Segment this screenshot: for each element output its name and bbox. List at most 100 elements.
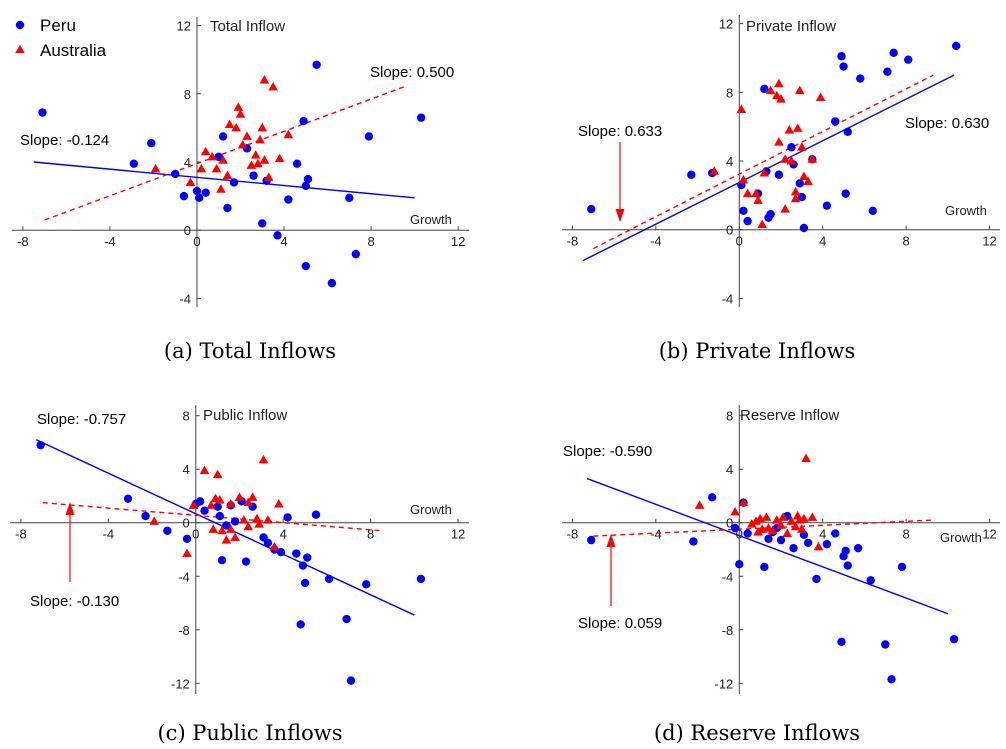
data-point-peru <box>284 195 293 204</box>
data-point-peru <box>795 179 804 188</box>
caption: (a) Total Inflows <box>164 339 336 363</box>
data-point-peru <box>707 493 717 502</box>
data-point-australia <box>182 548 192 558</box>
x-tick-label: 0 <box>736 234 743 249</box>
data-point-peru <box>831 117 840 126</box>
data-point-australia <box>235 109 246 118</box>
x-tick-label: 12 <box>982 234 996 249</box>
data-point-australia <box>217 525 227 535</box>
data-point-australia <box>233 102 244 111</box>
data-point-australia <box>776 520 786 529</box>
data-point-peru <box>213 502 222 511</box>
data-point-peru <box>301 181 310 191</box>
panel-total-inflows: -8 -4 0 4 8 12 -4 0 4 8 12 Total Inflow Growth Slo… <box>12 16 469 363</box>
data-point-australia <box>268 81 278 91</box>
x-tick-label: -8 <box>15 527 27 542</box>
data-point-australia <box>772 515 782 524</box>
data-point-australia <box>747 519 757 528</box>
panel-title: Total Inflow <box>210 18 285 35</box>
data-point-peru <box>776 535 786 545</box>
annotation-arrowhead <box>615 209 625 222</box>
data-point-australia <box>780 154 790 163</box>
x-tick-label: -8 <box>567 527 579 542</box>
panel-title: Reserve Inflow <box>740 407 839 424</box>
annotation-arrowhead <box>606 534 616 547</box>
data-point-australia <box>803 176 813 186</box>
y-tick-label: 4 <box>183 462 190 477</box>
x-tick-label: -4 <box>104 234 116 249</box>
data-point-peru <box>843 127 852 136</box>
data-point-peru <box>868 206 877 216</box>
data-point-peru <box>298 561 308 570</box>
data-point-australia <box>774 78 784 88</box>
data-point-peru <box>171 169 180 179</box>
data-point-australia <box>801 453 811 463</box>
data-point-australia <box>234 492 245 501</box>
data-point-australia <box>807 512 818 521</box>
data-point-australia <box>790 521 801 531</box>
data-point-peru <box>345 193 354 203</box>
data-point-peru <box>883 67 892 76</box>
data-point-peru <box>201 188 210 197</box>
fit-line-australia <box>593 519 934 537</box>
data-point-australia <box>224 119 235 128</box>
data-point-australia <box>780 204 790 213</box>
data-point-peru <box>831 529 840 538</box>
data-point-peru <box>299 116 308 126</box>
x-tick-label: 8 <box>903 527 910 542</box>
data-point-australia <box>813 541 824 551</box>
data-point-australia <box>753 195 763 205</box>
data-point-peru <box>217 556 227 565</box>
x-tick-label: -4 <box>650 234 662 249</box>
data-point-peru <box>812 574 821 584</box>
data-point-australia <box>274 153 285 163</box>
data-point-peru <box>192 186 202 196</box>
slope-label-australia: Slope: -0.130 <box>30 593 119 610</box>
data-point-peru <box>214 152 223 162</box>
x-tick-label: 12 <box>451 527 465 542</box>
data-point-australia <box>250 150 261 159</box>
data-point-australia <box>207 151 218 161</box>
fit-line-australia <box>44 86 404 221</box>
data-point-peru <box>789 543 798 553</box>
fit-line-peru <box>33 161 415 199</box>
y-tick-label: -4 <box>722 569 734 584</box>
y-tick-label: 4 <box>726 462 733 477</box>
data-point-peru <box>129 159 139 168</box>
data-point-australia <box>218 155 228 164</box>
y-tick-label: 12 <box>719 17 733 32</box>
slope-label-peru: Slope: 0.630 <box>905 115 989 132</box>
data-point-australia <box>794 85 805 95</box>
data-point-peru <box>258 219 267 228</box>
data-point-peru <box>194 193 204 203</box>
data-point-peru <box>837 637 846 647</box>
data-point-peru <box>839 62 848 71</box>
data-point-peru <box>147 139 156 148</box>
y-tick-label: -12 <box>171 676 190 691</box>
data-point-australia <box>753 527 763 536</box>
data-point-peru <box>273 231 282 240</box>
y-tick-label: -8 <box>178 623 190 638</box>
caption: (c) Public Inflows <box>157 721 342 745</box>
data-point-australia <box>815 92 826 101</box>
legend-marker-peru <box>15 20 25 30</box>
data-point-peru <box>312 60 321 69</box>
y-tick-label: -4 <box>178 569 190 584</box>
data-point-peru <box>739 206 748 216</box>
data-point-australia <box>742 188 753 198</box>
slope-label-peru: Slope: -0.124 <box>20 132 109 149</box>
y-tick-label: -4 <box>179 291 191 306</box>
data-point-peru <box>730 523 740 533</box>
y-tick-label: 4 <box>726 154 733 169</box>
y-tick-label: 8 <box>184 87 191 102</box>
x-tick-label: -8 <box>567 234 579 249</box>
data-point-peru <box>362 580 371 589</box>
data-point-australia <box>274 499 284 508</box>
data-point-australia <box>790 186 801 196</box>
y-tick-label: 8 <box>183 409 190 424</box>
y-tick-label: 0 <box>726 516 733 531</box>
data-point-peru <box>764 534 773 543</box>
data-point-australia <box>208 524 219 533</box>
x-tick-label: 8 <box>367 527 374 542</box>
data-point-peru <box>230 517 240 526</box>
